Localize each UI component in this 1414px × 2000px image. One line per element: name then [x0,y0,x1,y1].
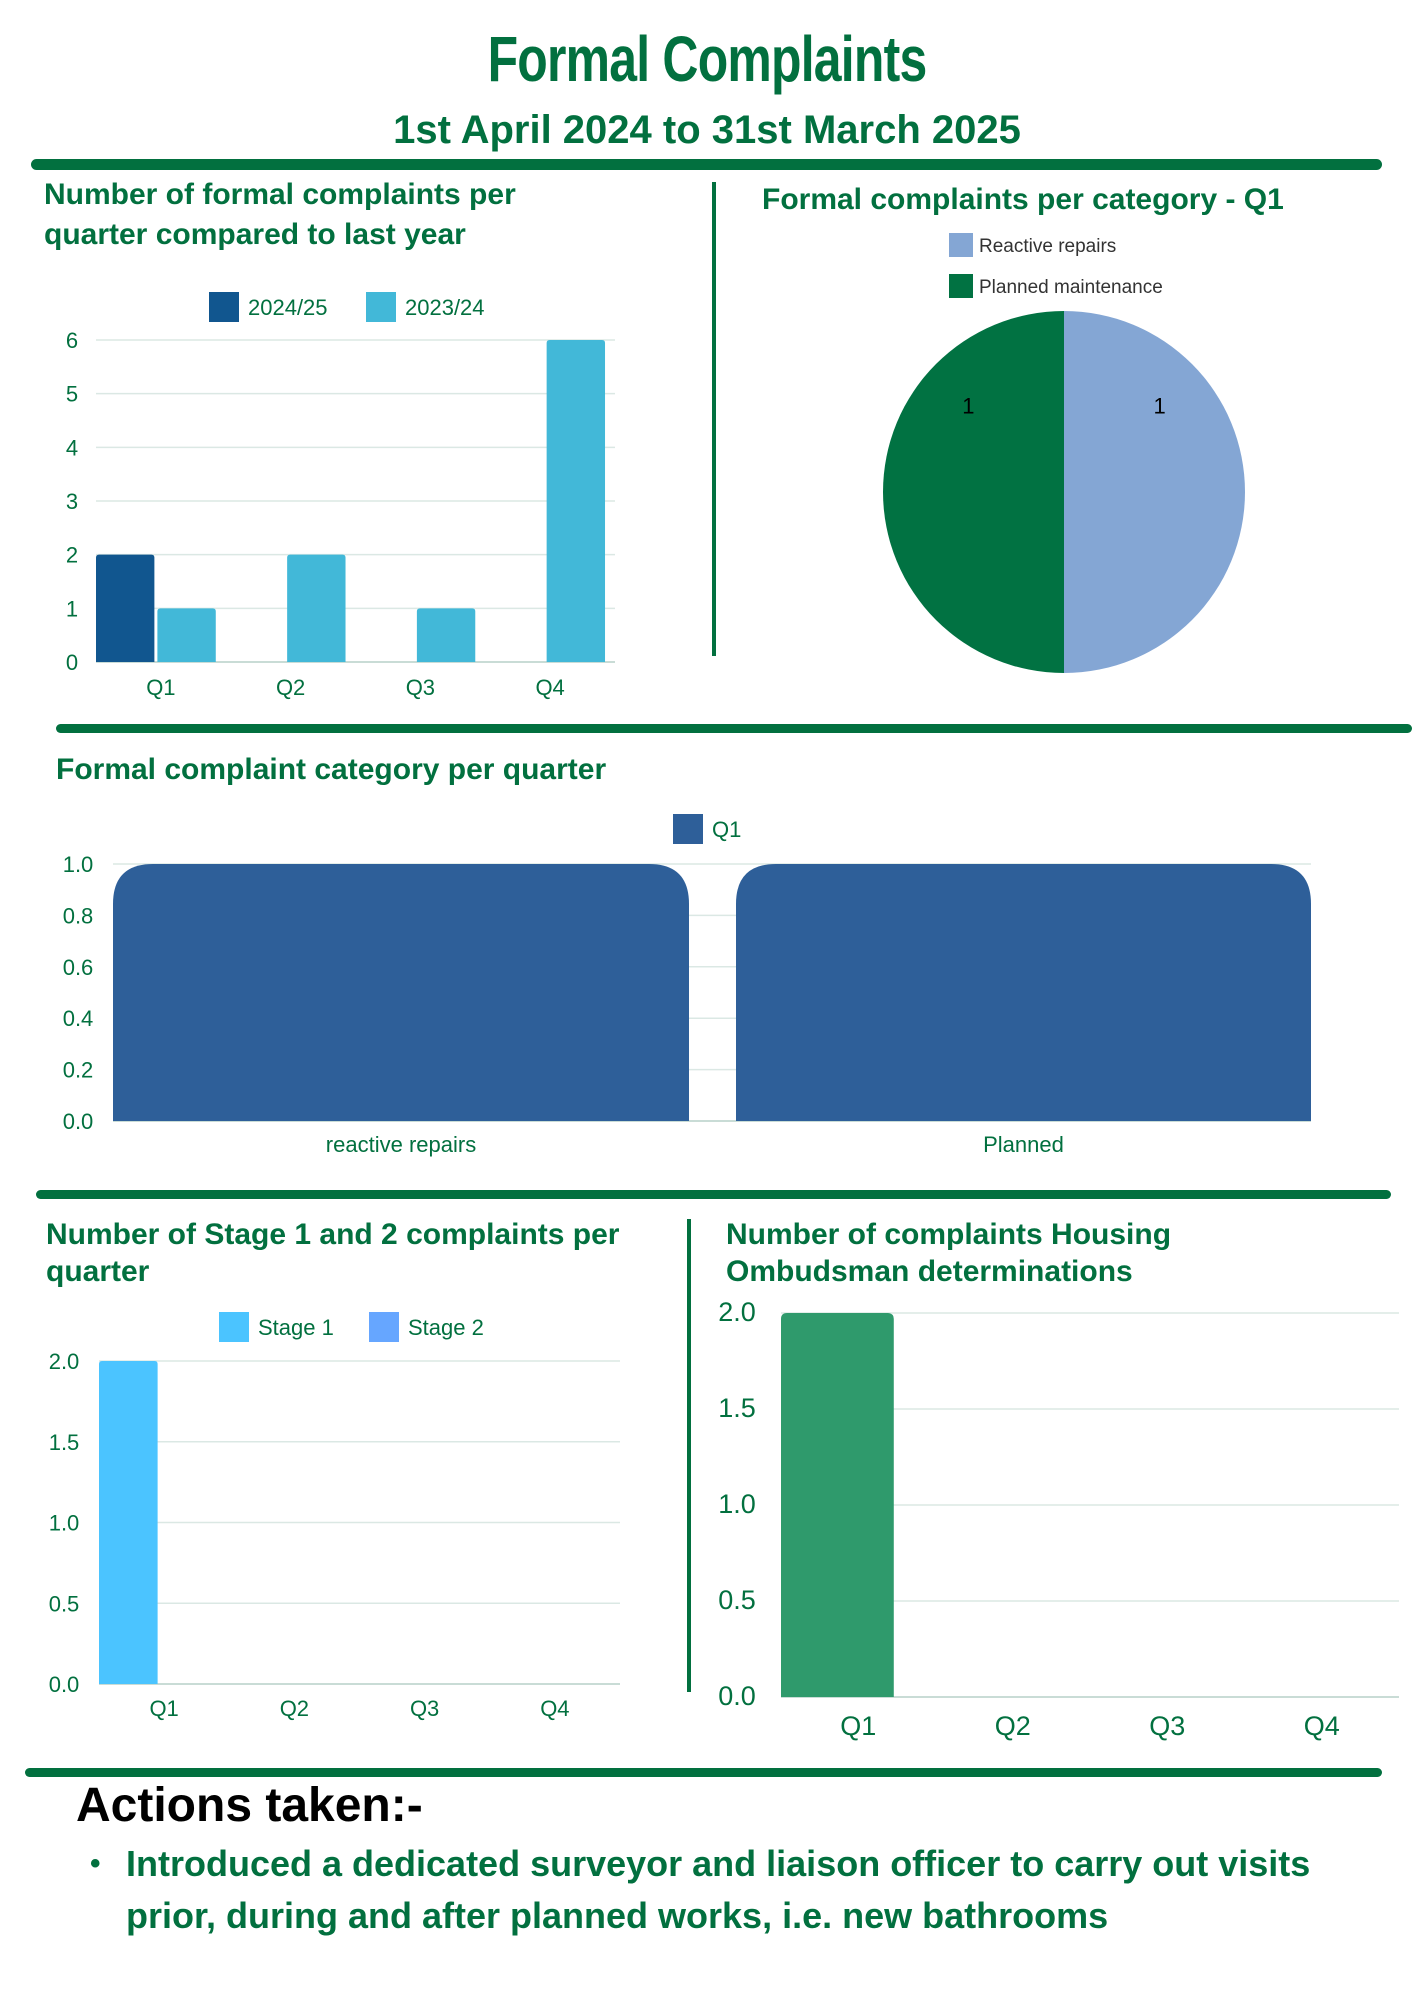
chart3-bar [113,864,689,1121]
chart3-y-tick-label: 1.0 [63,852,94,877]
divider-vertical-top [712,182,716,656]
chart5-bar [781,1313,894,1697]
chart3-x-tick-label: Planned [983,1132,1064,1157]
chart2-title: Formal complaints per category - Q1 [762,183,1284,216]
chart1-title: Number of formal complaints per quarter … [44,178,516,251]
chart4-x-tick-label: Q4 [540,1696,569,1721]
chart5-y-tick-label: 1.5 [718,1393,756,1423]
chart4-legend-label: Stage 2 [408,1315,484,1340]
chart5-y-tick-label: 1.0 [718,1489,756,1519]
chart1-y-tick-label: 1 [66,596,78,621]
action-item: Introduced a dedicated surveyor and liai… [90,1838,1390,1942]
chart3-bar [736,864,1311,1121]
chart5-y-tick-label: 2.0 [718,1297,756,1327]
chart1-x-tick-label: Q3 [406,675,435,700]
chart5-x-tick-label: Q2 [995,1711,1031,1741]
chart5-y-tick-label: 0.5 [718,1585,756,1615]
chart1-legend-label: 2023/24 [405,295,485,320]
chart5-y-tick-label: 0.0 [718,1681,756,1711]
chart1-bar [546,340,606,662]
divider-lower [36,1190,1391,1199]
chart3-legend-swatch [673,814,703,844]
pie-legend-label: Planned maintenance [979,277,1163,298]
chart3-y-tick-label: 0.4 [63,1006,94,1031]
chart4-title: Number of Stage 1 and 2 complaints per q… [46,1218,620,1288]
chart3-x-tick-label: reactive repairs [326,1132,476,1157]
chart1-bar [416,608,476,662]
chart4-legend-swatch [369,1312,399,1342]
chart1-y-tick-label: 6 [66,328,78,353]
chart4-x-tick-label: Q1 [149,1696,178,1721]
chart5-title: Number of complaints Housing Ombudsman d… [726,1218,1172,1288]
pie-slice [883,311,1064,673]
chart4-y-tick-label: 2.0 [49,1349,80,1374]
chart5-x-tick-label: Q1 [840,1711,876,1741]
pie-data-label: 1 [1154,393,1166,418]
page-title: Formal Complaints [487,23,928,95]
chart3-y-tick-label: 0.8 [63,903,94,928]
pie-slice [1064,311,1245,673]
chart5-x-tick-label: Q3 [1149,1711,1185,1741]
chart4-y-tick-label: 0.5 [49,1591,80,1616]
chart4-x-tick-label: Q3 [410,1696,439,1721]
chart4-legend-label: Stage 1 [258,1315,334,1340]
page-subtitle: 1st April 2024 to 31st March 2025 [393,108,1021,152]
chart4-y-tick-label: 0.0 [49,1672,80,1697]
divider-top [31,159,1382,170]
chart4-y-tick-label: 1.0 [49,1511,80,1536]
chart3-y-tick-label: 0.2 [63,1058,94,1083]
divider-vertical-bottom [687,1219,691,1692]
chart1-bar [287,554,346,662]
chart1-x-tick-label: Q1 [146,675,175,700]
chart3-legend-label: Q1 [712,817,741,842]
chart1-x-tick-label: Q4 [535,675,564,700]
chart3-y-tick-label: 0.6 [63,955,94,980]
actions-list: Introduced a dedicated surveyor and liai… [90,1838,1390,1942]
chart3-y-tick-label: 0.0 [63,1109,94,1134]
chart4-x-tick-label: Q2 [280,1696,309,1721]
actions-heading: Actions taken:- [76,1779,423,1832]
chart1-legend-label: 2024/25 [248,295,328,320]
pie-data-label: 1 [962,393,974,418]
chart5-x-tick-label: Q4 [1304,1711,1340,1741]
chart4-bar [99,1361,158,1684]
chart1-y-tick-label: 0 [66,650,78,675]
divider-bottom [25,1768,1382,1777]
chart3-title: Formal complaint category per quarter [56,753,607,786]
chart1-y-tick-label: 5 [66,382,78,407]
pie-legend-swatch [949,233,973,257]
chart1-y-tick-label: 4 [66,435,78,460]
chart1-bar [96,554,155,662]
chart1-y-tick-label: 2 [66,543,78,568]
chart4-legend-swatch [219,1312,249,1342]
chart1-x-tick-label: Q2 [276,675,305,700]
chart1-legend-swatch [209,292,239,322]
divider-middle [56,724,1412,733]
chart1-y-tick-label: 3 [66,489,78,514]
chart1-bar [157,608,216,662]
pie-legend-label: Reactive repairs [979,236,1116,257]
chart1-legend-swatch [366,292,396,322]
chart4-y-tick-label: 1.5 [49,1430,80,1455]
pie-legend-swatch [949,274,973,298]
